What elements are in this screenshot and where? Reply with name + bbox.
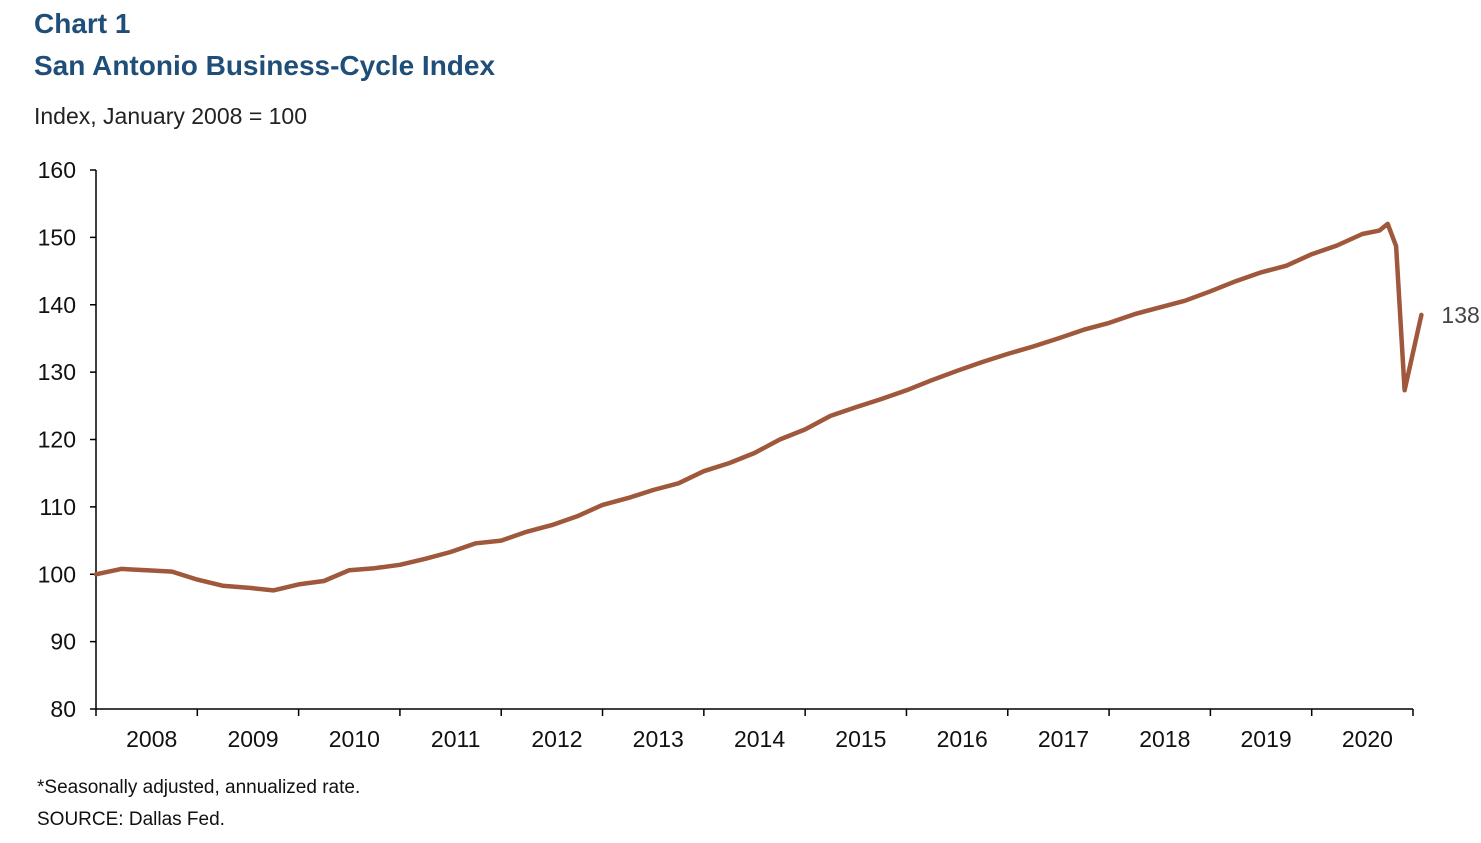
y-tick-label: 120 [38, 427, 76, 453]
y-tick-label: 160 [38, 157, 76, 183]
y-tick-label: 90 [50, 629, 76, 655]
source-note: SOURCE: Dallas Fed. [37, 809, 225, 830]
y-tick-label: 140 [38, 292, 76, 318]
chart-subtitle: Index, January 2008 = 100 [34, 103, 308, 129]
x-tick-label: 2008 [126, 726, 177, 752]
x-tick-label: 2017 [1038, 726, 1089, 752]
y-tick-label: 150 [38, 224, 76, 250]
y-tick-label: 130 [38, 359, 76, 385]
x-tick-label: 2010 [329, 726, 380, 752]
x-tick-label: 2015 [835, 726, 886, 752]
chart-label: Chart 1 [34, 8, 131, 39]
x-tick-label: 2016 [937, 726, 988, 752]
x-tick-label: 2019 [1241, 726, 1292, 752]
x-tick-label: 2012 [531, 726, 582, 752]
chart-title: San Antonio Business-Cycle Index [34, 50, 496, 81]
y-tick-label: 80 [50, 696, 76, 722]
footnotes: *Seasonally adjusted, annualized rate. S… [37, 772, 360, 836]
y-tick-label: 110 [39, 494, 76, 520]
x-ticks: 2008 2009 2010 2011 2012 2013 2014 2015 2016 2017… [95, 709, 1414, 752]
x-tick-label: 2011 [431, 726, 480, 752]
x-tick-label: 2020 [1342, 726, 1393, 752]
x-tick-label: 2009 [227, 726, 278, 752]
x-tick-label: 2018 [1139, 726, 1190, 752]
x-tick-label: 2014 [734, 726, 785, 752]
series-line-business-cycle-index [93, 221, 1424, 593]
end-value-label: 138.5 [1441, 302, 1481, 328]
y-ticks: 80 90 100 110 120 130 140 150 160 [38, 157, 96, 722]
x-tick-label: 2013 [633, 726, 684, 752]
y-tick-label: 100 [38, 561, 76, 587]
footnote: *Seasonally adjusted, annualized rate. [37, 777, 361, 798]
